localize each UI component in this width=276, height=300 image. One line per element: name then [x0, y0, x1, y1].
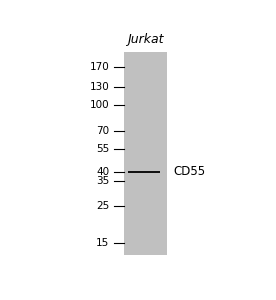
Text: Jurkat: Jurkat	[128, 33, 164, 46]
Text: 55: 55	[96, 144, 109, 154]
Text: 15: 15	[96, 238, 109, 248]
Text: CD55: CD55	[174, 165, 206, 178]
Text: 100: 100	[90, 100, 109, 110]
Text: 130: 130	[90, 82, 109, 92]
Bar	[124, 52, 167, 256]
Text: 170: 170	[90, 62, 109, 72]
Text: 70: 70	[96, 126, 109, 136]
Text: 25: 25	[96, 201, 109, 211]
Bar	[128, 171, 160, 173]
Text: 35: 35	[96, 176, 109, 187]
Text: 40: 40	[96, 167, 109, 177]
